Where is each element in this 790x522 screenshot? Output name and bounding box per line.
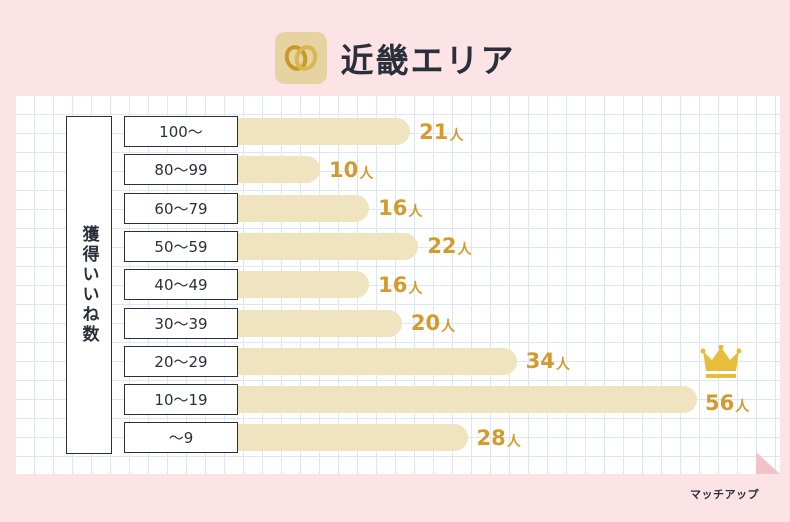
data-label-unit: 人 — [457, 242, 472, 259]
data-label: 56 人 — [705, 387, 749, 418]
brand-logo: マッチアップ — [690, 488, 759, 501]
double-ring-logo-icon — [274, 32, 327, 84]
header: 近畿エリア — [0, 26, 790, 90]
data-label: 34 人 — [526, 346, 570, 377]
data-label: 20 人 — [411, 308, 455, 339]
crown-icon — [700, 345, 742, 378]
bar — [238, 271, 370, 299]
category-label: 100〜 — [124, 116, 238, 147]
data-label: 28 人 — [477, 422, 521, 453]
data-label-unit: 人 — [408, 204, 423, 221]
data-label-value: 34 — [525, 349, 555, 374]
data-label-unit: 人 — [555, 357, 570, 374]
data-label-unit: 人 — [359, 165, 374, 182]
data-label-unit: 人 — [449, 127, 464, 144]
data-label-value: 20 — [410, 311, 441, 335]
page-title: 近畿エリア — [340, 41, 516, 80]
data-label-value: 56 — [705, 390, 735, 415]
data-label: 16 人 — [378, 193, 422, 224]
bar — [238, 309, 402, 337]
bar — [238, 194, 370, 222]
bar — [238, 424, 468, 452]
bar — [238, 386, 697, 414]
category-label: 〜9 — [124, 422, 238, 454]
y-axis-label: 獲得いいね数 — [78, 225, 99, 345]
data-label: 22 人 — [427, 231, 471, 262]
category-label: 80〜99 — [124, 154, 238, 186]
data-label: 16 人 — [378, 269, 422, 300]
data-label-value: 28 — [476, 425, 506, 450]
bar — [238, 156, 320, 184]
category-label: 60〜79 — [124, 192, 238, 224]
data-label-value: 10 — [328, 157, 359, 182]
y-axis-label-box: 獲得いいね数 — [66, 116, 112, 454]
bar — [238, 118, 411, 145]
data-label-value: 22 — [427, 234, 457, 259]
data-label: 21 人 — [419, 116, 463, 147]
bar — [238, 232, 419, 260]
category-label: 40〜49 — [124, 269, 238, 301]
data-label-value: 16 — [378, 196, 408, 221]
data-label-unit: 人 — [735, 398, 750, 415]
category-label: 30〜39 — [124, 307, 238, 339]
data-label-value: 21 — [419, 119, 449, 144]
data-label-unit: 人 — [441, 319, 456, 335]
category-label: 50〜59 — [124, 230, 238, 262]
data-label-unit: 人 — [506, 433, 521, 450]
bar — [238, 347, 517, 375]
page-fold-corner — [756, 452, 780, 474]
category-label: 20〜29 — [124, 345, 238, 377]
data-label-unit: 人 — [408, 280, 423, 297]
data-label-value: 16 — [378, 272, 408, 297]
data-label: 10 人 — [329, 154, 373, 185]
category-label: 10〜19 — [124, 384, 238, 416]
